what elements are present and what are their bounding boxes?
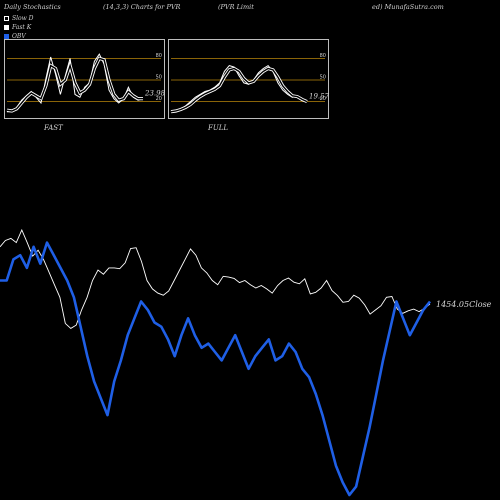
close-price-line (0, 228, 431, 329)
fast-slow-d-line (6, 57, 143, 112)
full-ytick-80: 80 (320, 53, 326, 59)
last-close-label: 1454.05Close (436, 300, 492, 309)
legend-item-slow: Slow D (4, 14, 34, 23)
legend-swatch-slow (4, 16, 9, 21)
header-params: (14,3,3) Charts for PVR (103, 3, 181, 11)
full-ytick-50: 50 (320, 75, 326, 81)
full-fast-k-line (170, 64, 308, 113)
fast-ytick-50: 50 (156, 75, 162, 81)
legend-item-fast: Fast K (4, 23, 34, 32)
fast-ytick-20: 20 (156, 96, 162, 102)
full-slow-d-line (170, 67, 308, 113)
header-company: (PVR Limit (218, 3, 254, 11)
header-site: ed) MunafaSutra.com (372, 3, 444, 11)
obv-line (0, 241, 432, 497)
fast-last-value: 23.98 (144, 90, 166, 98)
fast-stochastic-panel: 80 50 20 23.98 (4, 39, 166, 119)
full-last-value: 19.57 (309, 93, 330, 101)
legend-label-slow: Slow D (12, 15, 34, 22)
header-title: Daily Stochastics (4, 3, 61, 11)
legend-label-fast: Fast K (12, 24, 32, 31)
legend: Slow D Fast K OBV (4, 14, 34, 41)
full-panel-label: FULL (208, 124, 229, 132)
fast-panel-label: FAST (44, 124, 63, 132)
legend-swatch-obv (4, 34, 9, 39)
fast-ytick-80: 80 (156, 53, 162, 59)
legend-label-obv: OBV (12, 33, 26, 40)
full-stochastic-panel: 80 50 20 19.57 (168, 39, 330, 119)
legend-swatch-fast (4, 25, 9, 30)
full-ytick-20: 20 (320, 96, 326, 102)
legend-item-obv: OBV (4, 32, 34, 41)
